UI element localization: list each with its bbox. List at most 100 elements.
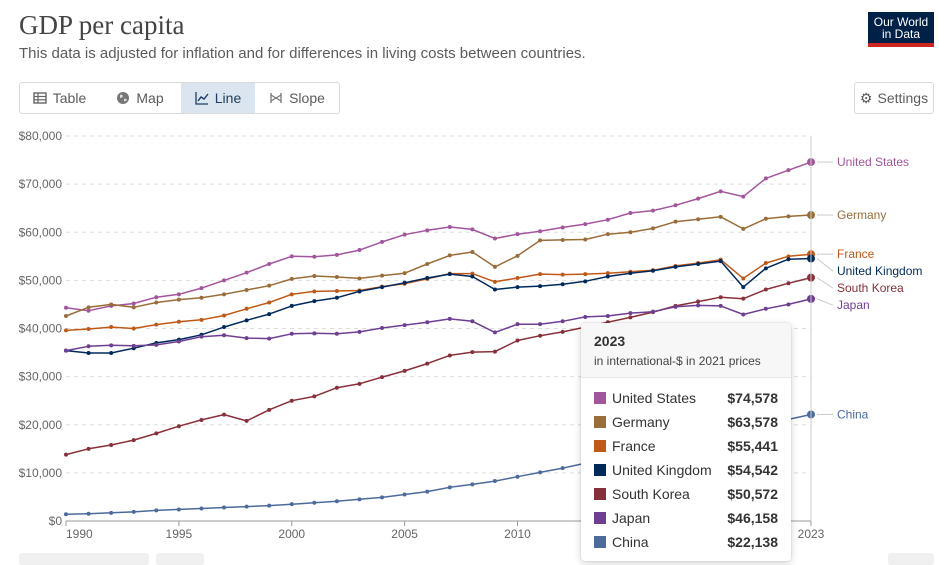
data-point — [131, 326, 136, 331]
data-point — [425, 262, 430, 267]
data-point — [199, 334, 204, 339]
page-title: GDP per capita — [19, 10, 185, 40]
data-point — [199, 286, 204, 291]
data-point — [244, 504, 249, 509]
tooltip-row: China $22,138 — [594, 530, 778, 554]
tab-table[interactable]: Table — [20, 83, 99, 113]
tooltip-series-name: South Korea — [612, 486, 690, 502]
data-point — [628, 230, 633, 235]
tooltip-series-value: $22,138 — [727, 534, 778, 550]
data-point — [492, 287, 497, 292]
legend-label: United States — [837, 155, 909, 169]
data-point — [425, 361, 430, 366]
data-point — [131, 305, 136, 310]
data-point — [718, 259, 723, 264]
legend-label: United Kingdom — [837, 264, 922, 278]
data-point — [673, 264, 678, 269]
data-point — [470, 249, 475, 254]
data-point — [763, 176, 768, 181]
tooltip-swatch — [594, 440, 606, 452]
data-point — [763, 261, 768, 266]
data-point — [447, 316, 452, 321]
y-tick-label: $30,000 — [19, 370, 63, 384]
data-point — [64, 512, 68, 517]
data-point — [560, 225, 565, 230]
data-point — [222, 278, 227, 283]
data-point — [650, 226, 655, 231]
data-point — [470, 350, 475, 355]
data-point — [289, 292, 294, 297]
data-point — [334, 331, 339, 336]
bottom-toolbar-button[interactable] — [156, 553, 204, 565]
data-point — [605, 232, 610, 237]
settings-button[interactable]: ⚙ Settings — [854, 82, 934, 114]
tooltip-series-name: France — [612, 438, 656, 454]
data-point — [560, 272, 565, 277]
tooltip-series-name: Japan — [612, 510, 651, 526]
data-point — [222, 292, 227, 297]
series-line — [65, 257, 812, 354]
data-point — [605, 313, 610, 318]
x-tick-label: 1990 — [66, 527, 93, 541]
legend-label: Japan — [837, 298, 870, 312]
data-point — [267, 283, 272, 288]
data-point — [199, 417, 204, 422]
data-point — [380, 285, 385, 290]
data-point — [289, 502, 294, 507]
data-point — [222, 412, 227, 417]
tab-map[interactable]: Map — [99, 83, 181, 113]
data-point — [741, 276, 746, 281]
data-point — [176, 424, 181, 429]
data-point — [560, 466, 565, 471]
data-point — [583, 222, 588, 227]
owid-logo[interactable]: Our World in Data — [868, 12, 934, 47]
data-point — [86, 446, 91, 451]
tab-line[interactable]: Line — [181, 83, 255, 113]
data-point — [538, 322, 543, 327]
data-point — [86, 308, 91, 313]
data-point — [583, 314, 588, 319]
data-point — [492, 279, 497, 284]
gear-icon: ⚙ — [859, 89, 873, 106]
table-icon — [33, 92, 47, 104]
data-point — [64, 348, 68, 353]
data-point — [583, 237, 588, 242]
tooltip-series-value: $50,572 — [727, 486, 778, 502]
tooltip-series-value: $55,441 — [727, 438, 778, 454]
tooltip-row: United Kingdom $54,542 — [594, 458, 778, 482]
data-point — [650, 268, 655, 273]
data-point — [447, 224, 452, 229]
data-point — [312, 331, 317, 336]
data-point — [492, 479, 497, 484]
data-point — [334, 275, 339, 280]
tooltip-series-name: United Kingdom — [612, 462, 712, 478]
y-tick-label: $70,000 — [19, 177, 63, 191]
data-point — [470, 227, 475, 232]
series-line — [65, 413, 812, 516]
data-point — [718, 303, 723, 308]
data-point — [380, 375, 385, 380]
data-point — [312, 299, 317, 304]
series-line — [65, 276, 812, 456]
data-point — [109, 325, 114, 330]
tab-map-label: Map — [136, 90, 164, 106]
tooltip-series-value: $63,578 — [727, 414, 778, 430]
data-point — [289, 398, 294, 403]
data-point — [425, 489, 430, 494]
bottom-toolbar-right[interactable] — [888, 553, 934, 565]
data-point — [515, 275, 520, 280]
data-point — [402, 492, 407, 497]
data-point — [402, 232, 407, 237]
data-point — [763, 216, 768, 221]
data-point — [763, 266, 768, 271]
bottom-toolbar-left[interactable] — [19, 553, 149, 565]
data-point — [470, 319, 475, 324]
legend-leader-line — [816, 298, 834, 306]
data-point — [176, 297, 181, 302]
tooltip-series-value: $46,158 — [727, 510, 778, 526]
tab-slope[interactable]: Slope — [255, 83, 339, 113]
data-point — [447, 485, 452, 490]
data-point — [515, 253, 520, 258]
data-point — [267, 336, 272, 341]
data-point — [741, 285, 746, 290]
